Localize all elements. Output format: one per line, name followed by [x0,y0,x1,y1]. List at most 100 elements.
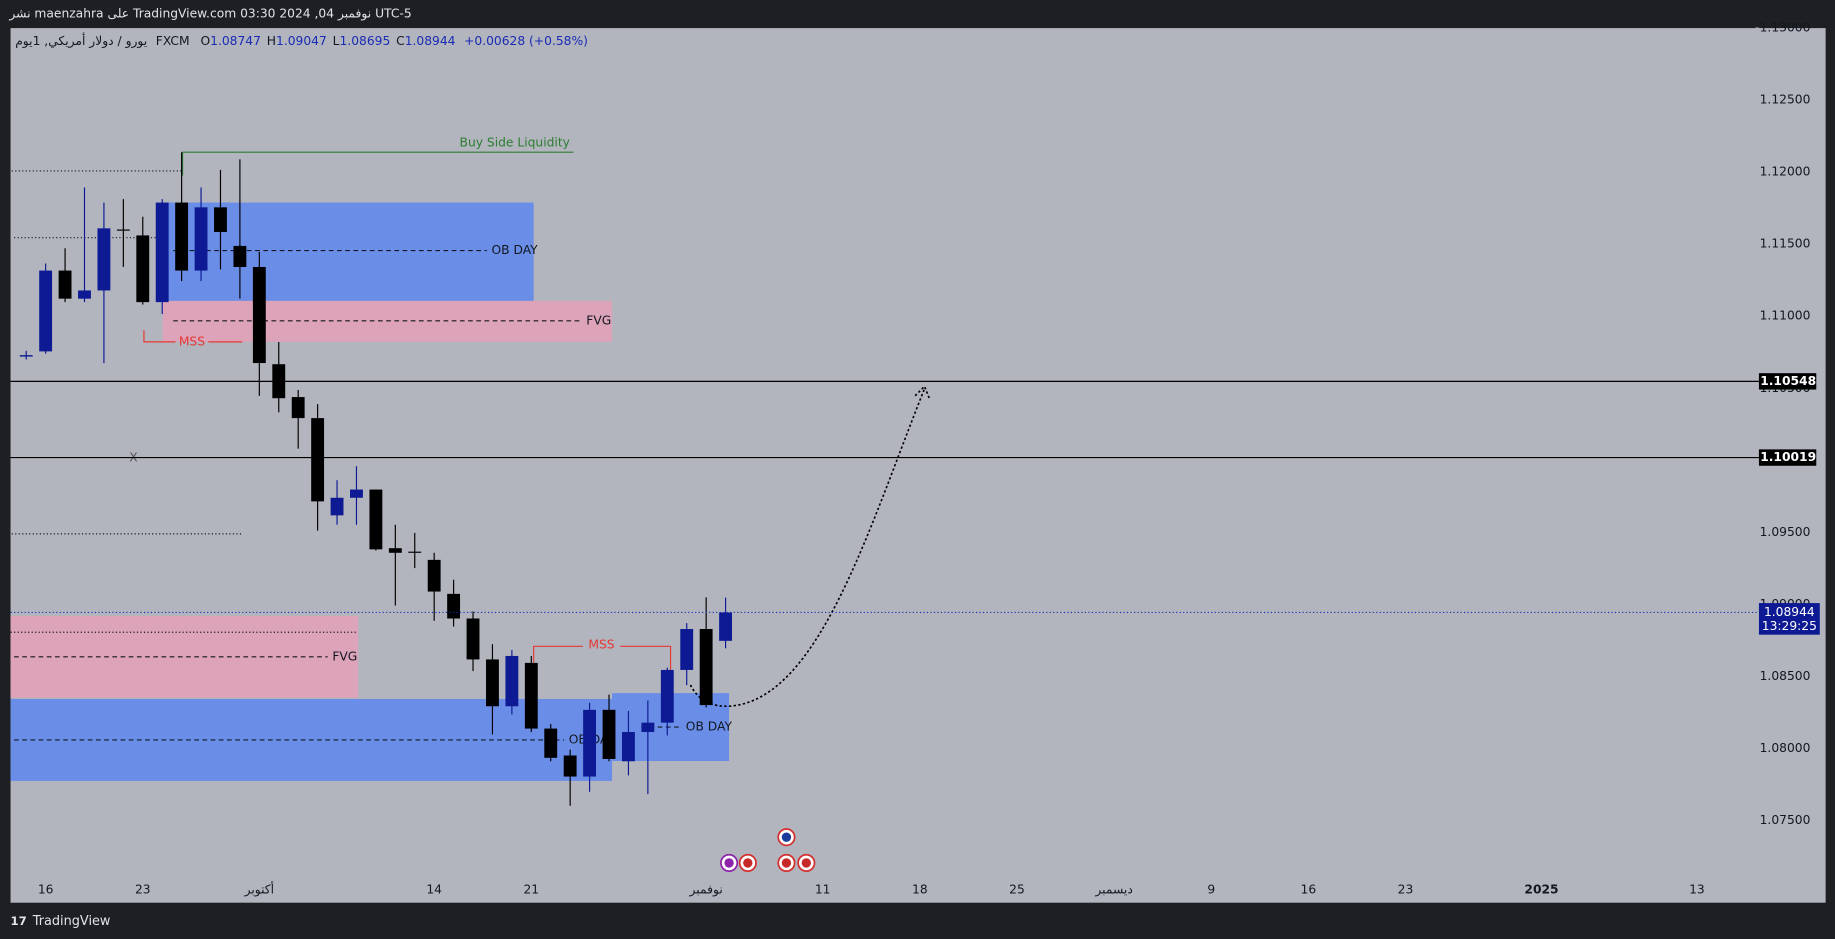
candles [19,152,733,806]
mss-line [533,645,583,663]
mss-line [620,645,672,670]
candle-body [311,418,325,502]
candle-body [486,659,499,707]
last-price-label: 1.08944 [1764,605,1815,619]
projection-arrow [689,388,926,708]
candle-body [563,755,577,777]
candle-body [447,593,461,619]
ohlc-key: C [396,33,405,47]
x-tick-label: 16 [1301,882,1317,896]
candle-body [116,229,130,231]
x-tick-label: نوفمبر [689,882,723,897]
y-tick-label: 1.12000 [1760,165,1811,179]
x-tick-label: 11 [815,882,831,896]
ohlc-value: 1.08747 [210,33,261,47]
candle-body [466,618,480,660]
mss-line [143,330,176,343]
candle-body [719,612,733,641]
x-tick-label: 16 [38,882,54,896]
x-tick-label: 23 [135,882,151,896]
x-tick-label: 25 [1009,882,1025,896]
x-tick-label: 13 [1689,882,1705,896]
candle-body [544,728,558,758]
candle-body [214,207,227,232]
ohlc-value: 1.08944 [405,33,456,47]
annotation-label: MSS [588,638,614,652]
x-tick-label: 14 [426,882,442,896]
event-icons [720,828,816,872]
price-level-label: 1.10019 [1760,450,1816,464]
published-note: نشر maenzahra على TradingView.com 03:30 … [8,7,411,22]
candle-body [699,629,713,706]
ohlc-key: O [200,33,210,47]
candle-body [97,228,111,291]
countdown: 13:29:25 [1762,619,1817,633]
candle-body [39,270,53,352]
annotation-label: Buy Side Liquidity [460,135,570,149]
candle-body [252,266,266,364]
event-icon [781,832,792,842]
change: +0.00628 (+0.58%) [464,33,588,47]
candle-body [78,290,91,299]
candle-body [408,551,422,553]
candle-body [524,662,538,729]
liquidity-line [181,151,574,176]
candle-body [19,355,33,357]
x-tick-label: 18 [912,882,928,896]
x-tick-label: ديسمبر [1094,882,1132,897]
event-icon [743,858,753,868]
candle-body [291,397,305,419]
y-tick-label: 1.07500 [1760,813,1811,827]
candle-body [583,709,597,777]
candle-body [369,489,383,550]
ohlc-value: 1.09047 [276,33,327,47]
annotation-label: OB DAY [492,243,539,257]
price-level-label: 1.10548 [1760,374,1816,388]
event-icon [724,858,734,868]
candle-body [388,548,402,553]
event-icon [801,858,812,868]
candle-body [622,732,635,762]
annotation-label: FVG [586,313,611,327]
price-level-box [1758,373,1817,390]
footer-brand: TradingView [32,914,111,929]
y-tick-label: 1.08500 [1760,669,1811,683]
candle-body [194,207,208,271]
candle-body [136,235,150,303]
fvg-zone [10,615,359,698]
x-tick-label: 21 [523,882,539,896]
candle-body [155,202,169,303]
candle-body [505,655,519,707]
candle-body [330,497,344,516]
candle-body [175,202,189,271]
footer-logo: 17 [11,914,27,928]
y-tick-label: 1.08000 [1760,741,1811,755]
x-tick-label: 23 [1398,882,1414,896]
candle-body [602,709,616,759]
event-icon [781,858,792,868]
x-tick-label: أكتوبر [244,881,275,897]
exchange: FXCM [156,33,190,47]
y-tick-label: 1.12500 [1760,93,1811,107]
candle-body [58,270,72,299]
candle-body [427,559,441,592]
candle-body [350,489,363,498]
x-tick-label: 9 [1207,882,1215,896]
last-price-box [1758,603,1820,635]
candle-body [660,669,674,723]
ohlc-legend: O1.08747 H1.09047 L1.08695 C1.08944 [200,33,455,47]
annotation-label: MSS [179,334,205,348]
y-tick-label: 1.11500 [1760,237,1811,251]
drawings: Buy Side Liquidity OB DAY OB DAY OB DAY … [10,135,930,781]
y-tick-label: 1.09500 [1760,525,1811,539]
symbol: يورو / دولار أمريكي, 1يوم [15,32,147,48]
ohlc-key: H [267,33,276,47]
ohlc-key: L [333,33,340,47]
y-tick-label: 1.13000 [1760,21,1811,35]
annotation-label: OB DAY [686,720,733,734]
candle-body [233,245,247,267]
price-level-box [1758,449,1817,466]
y-tick-label: 1.11000 [1760,309,1811,323]
